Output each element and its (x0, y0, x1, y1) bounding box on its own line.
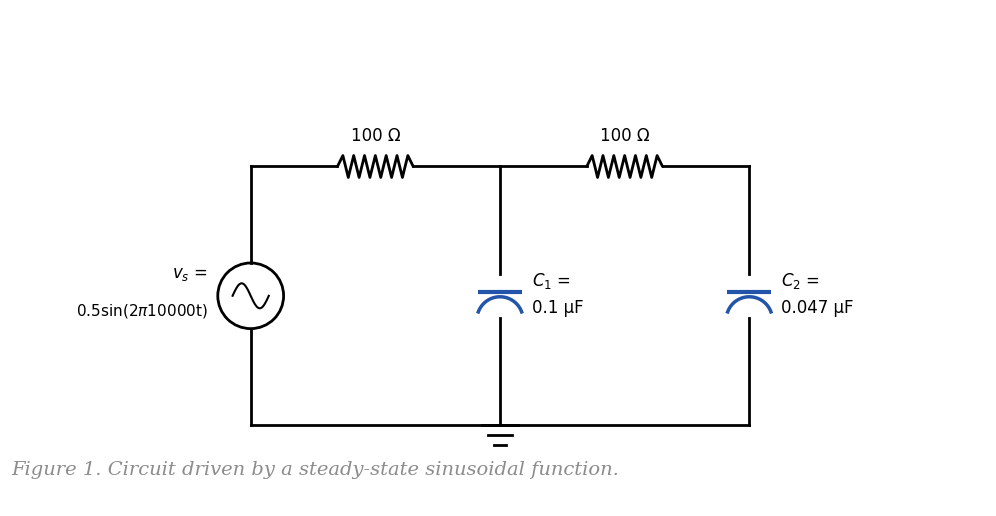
Text: $C_2$ =: $C_2$ = (781, 271, 820, 291)
Text: 0.5sin(2$\pi$10000t): 0.5sin(2$\pi$10000t) (76, 302, 208, 320)
Text: Figure 1. Circuit driven by a steady-state sinusoidal function.: Figure 1. Circuit driven by a steady-sta… (11, 461, 620, 479)
Text: $v_s$ =: $v_s$ = (172, 265, 208, 283)
Text: $C_1$ =: $C_1$ = (532, 271, 571, 291)
Text: 100 Ω: 100 Ω (351, 126, 400, 144)
Text: 0.047 μF: 0.047 μF (781, 299, 854, 317)
Text: 100 Ω: 100 Ω (600, 126, 649, 144)
Text: 0.1 μF: 0.1 μF (532, 299, 584, 317)
